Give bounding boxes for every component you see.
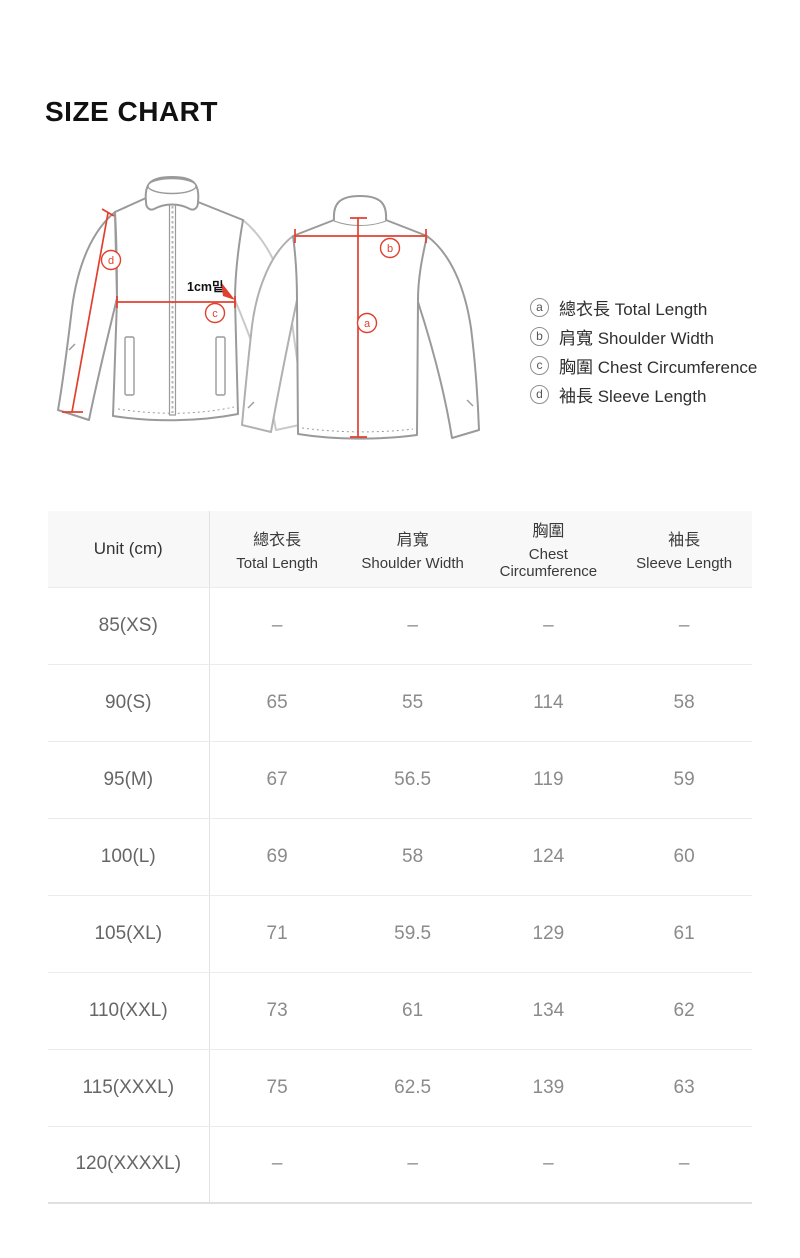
value-cell: 61 <box>344 972 481 1050</box>
table-row: 85(XS) – – – – <box>48 587 752 665</box>
table-row: 95(M) 67 56.5 119 59 <box>48 741 752 819</box>
legend-key-d: d <box>530 384 549 404</box>
marker-a-letter: a <box>364 318 371 330</box>
value-cell: 69 <box>209 818 345 896</box>
value-cell: 119 <box>480 741 617 819</box>
legend-label: 胸圍 Chest Circumference <box>559 357 758 377</box>
size-label: 95(M) <box>48 741 210 819</box>
value-cell: 58 <box>344 818 481 896</box>
legend-label: 肩寬 Shoulder Width <box>559 328 714 348</box>
legend-item-chest-circumference: c 胸圍 Chest Circumference <box>530 355 758 377</box>
value-cell: 129 <box>480 895 617 973</box>
column-header-en: Shoulder Width <box>361 554 464 572</box>
column-header-zh: 肩寬 <box>396 531 429 549</box>
column-header-shoulder-width: 肩寬 Shoulder Width <box>344 511 481 588</box>
column-header-sleeve-length: 袖長 Sleeve Length <box>616 511 752 588</box>
column-header-zh: 袖長 <box>668 531 701 549</box>
value-cell: 58 <box>616 664 752 742</box>
value-cell: 63 <box>616 1049 752 1127</box>
table-row: 115(XXXL) 75 62.5 139 63 <box>48 1049 752 1127</box>
page-title: SIZE CHART <box>45 96 218 127</box>
value-cell: 56.5 <box>344 741 481 819</box>
value-cell: – <box>480 587 617 665</box>
value-cell: – <box>616 1126 752 1204</box>
one-cm-note-label: 1cm밑 <box>187 279 224 294</box>
measurement-legend: a 總衣長 Total Length b 肩寬 Shoulder Width c… <box>530 297 757 413</box>
column-header-en: Chest Circumference <box>499 546 598 581</box>
unit-header-cell: Unit (cm) <box>48 511 210 588</box>
marker-c-letter: c <box>212 308 218 320</box>
table-row: 90(S) 65 55 114 58 <box>48 664 752 742</box>
table-row: 110(XXL) 73 61 134 62 <box>48 972 752 1050</box>
legend-item-total-length: a 總衣長 Total Length <box>530 297 757 319</box>
legend-label: 袖長 Sleeve Length <box>559 386 707 406</box>
value-cell: 60 <box>616 818 752 896</box>
size-label: 105(XL) <box>48 895 210 973</box>
legend-key-a: a <box>530 297 549 317</box>
legend-item-shoulder-width: b 肩寬 Shoulder Width <box>530 326 757 348</box>
value-cell: 55 <box>344 664 481 742</box>
value-cell: 59 <box>616 741 752 819</box>
value-cell: 67 <box>209 741 345 819</box>
value-cell: 75 <box>209 1049 345 1127</box>
value-cell: – <box>209 1126 345 1204</box>
value-cell: 114 <box>480 664 617 742</box>
value-cell: – <box>344 1126 481 1204</box>
size-label: 110(XXL) <box>48 972 210 1050</box>
column-header-en: Total Length <box>236 554 318 572</box>
front-jacket-illustration <box>57 176 244 422</box>
size-chart-table: Unit (cm) 總衣長 Total Length 肩寬 Shoulder W… <box>48 511 752 1204</box>
value-cell: – <box>616 587 752 665</box>
value-cell: 59.5 <box>344 895 481 973</box>
value-cell: 62 <box>616 972 752 1050</box>
value-cell: – <box>480 1126 617 1204</box>
value-cell: 71 <box>209 895 345 973</box>
table-row: 105(XL) 71 59.5 129 61 <box>48 895 752 973</box>
size-label: 120(XXXXL) <box>48 1126 210 1204</box>
jacket-measurement-diagram: d c a b 1cm밑 <box>57 176 480 440</box>
value-cell: 134 <box>480 972 617 1050</box>
note-arrow <box>221 282 235 300</box>
legend-key-c: c <box>530 355 549 375</box>
value-cell: 61 <box>616 895 752 973</box>
marker-d-letter: d <box>108 255 114 267</box>
measure-line-sleeve <box>71 212 109 413</box>
column-header-chest-circumference: 胸圍 Chest Circumference <box>480 511 617 588</box>
legend-key-b: b <box>530 326 549 346</box>
value-cell: – <box>344 587 481 665</box>
column-header-zh: 胸圍 <box>532 523 565 541</box>
table-row: 120(XXXXL) – – – – <box>48 1126 752 1204</box>
legend-item-sleeve-length: d 袖長 Sleeve Length <box>530 384 757 406</box>
size-label: 90(S) <box>48 664 210 742</box>
marker-c-circle <box>204 302 226 324</box>
table-row: 100(L) 69 58 124 60 <box>48 818 752 896</box>
marker-d-circle <box>100 249 122 271</box>
value-cell: 124 <box>480 818 617 896</box>
marker-b-letter: b <box>387 243 393 255</box>
size-label: 115(XXXL) <box>48 1049 210 1127</box>
value-cell: 65 <box>209 664 345 742</box>
marker-a-circle <box>356 312 378 334</box>
value-cell: 139 <box>480 1049 617 1127</box>
legend-label: 總衣長 Total Length <box>559 299 708 319</box>
column-header-total-length: 總衣長 Total Length <box>209 511 345 588</box>
size-label: 100(L) <box>48 818 210 896</box>
marker-b-circle <box>379 237 401 259</box>
value-cell: 73 <box>209 972 345 1050</box>
table-header-row: Unit (cm) 總衣長 Total Length 肩寬 Shoulder W… <box>48 511 752 588</box>
size-label: 85(XS) <box>48 587 210 665</box>
value-cell: – <box>209 587 345 665</box>
column-header-en: Sleeve Length <box>636 554 733 572</box>
measurement-marks <box>62 208 427 438</box>
column-header-zh: 總衣長 <box>253 531 302 549</box>
value-cell: 62.5 <box>344 1049 481 1127</box>
